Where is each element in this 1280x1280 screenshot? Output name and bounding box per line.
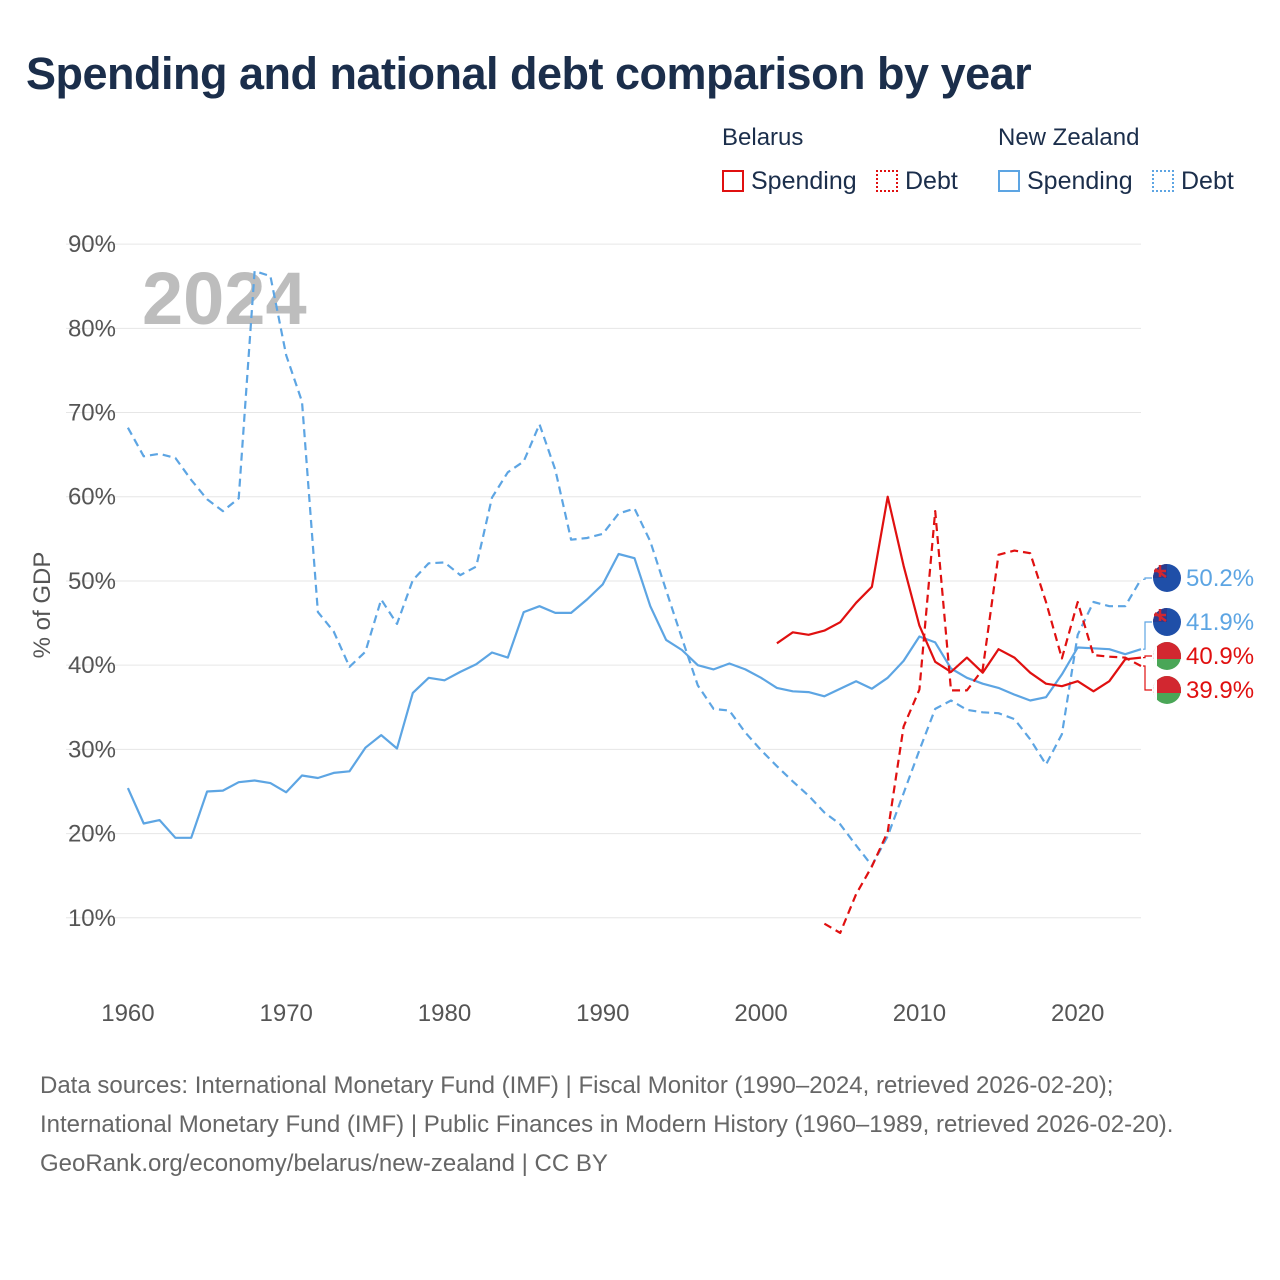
flag-red [1153, 642, 1181, 659]
end-value-label: 41.9% [1186, 609, 1254, 636]
end-value-label: 40.9% [1186, 643, 1254, 670]
legend-nz-debt[interactable]: Debt [1152, 164, 1234, 198]
y-tick-label: 90% [68, 231, 116, 258]
label-connector [1143, 665, 1152, 691]
belarus-flag-icon [1152, 676, 1181, 704]
end-value-label: 39.9% [1186, 677, 1254, 704]
legend-belarus-spending[interactable]: Spending [722, 164, 857, 198]
flag-ornament [1152, 680, 1157, 700]
flag-cross [1154, 609, 1167, 623]
legend-label: Debt [1181, 166, 1234, 195]
legend-label: Spending [1027, 166, 1133, 195]
x-tick-label: 1980 [418, 1000, 471, 1027]
x-tick-label: 2020 [1051, 1000, 1104, 1027]
flag-ornament [1152, 646, 1157, 666]
line-chart: 10% 20% 30% 40% 50% 60% 70% 80% 90% 1960 1970 1980 1… [29, 231, 1254, 1027]
legend-group-belarus: Belarus [722, 124, 804, 151]
series-line-new-zealand-debt [126, 270, 1142, 867]
y-tick-label: 40% [68, 652, 116, 679]
flag-cross [1154, 565, 1167, 579]
end-value-label: 50.2% [1186, 565, 1254, 592]
label-connector [1143, 621, 1152, 650]
source-link[interactable]: GeoRank.org/economy/belarus/new-zealand … [40, 1150, 608, 1177]
y-tick-label: 70% [68, 400, 116, 427]
y-tick-label: 10% [68, 905, 116, 932]
y-tick-label: 30% [68, 736, 116, 763]
y-tick-label: 80% [68, 315, 116, 342]
legend-swatch-dotted-blue [1152, 170, 1174, 192]
series-line-belarus-spending [776, 495, 1142, 693]
legend-nz-spending[interactable]: Spending [998, 164, 1133, 198]
flag-red [1153, 676, 1181, 693]
chart-title: Spending and national debt comparison by… [26, 48, 1032, 99]
label-connector [1143, 655, 1152, 659]
y-tick-label: 50% [68, 568, 116, 595]
legend-group-new-zealand: New Zealand [998, 124, 1140, 151]
legend-swatch-solid-blue [998, 170, 1020, 192]
data-sources: Data sources: International Monetary Fun… [40, 1072, 1174, 1138]
y-axis-label: % of GDP [29, 552, 56, 659]
belarus-flag-icon [1152, 642, 1181, 670]
new-zealand-flag-icon [1153, 564, 1181, 592]
y-tick-label: 20% [68, 821, 116, 848]
legend-swatch-dotted-red [876, 170, 898, 192]
legend-label: Debt [905, 166, 958, 195]
x-tick-label: 2010 [893, 1000, 946, 1027]
label-connector [1143, 577, 1152, 580]
legend-swatch-solid-red [722, 170, 744, 192]
series-line-new-zealand-spending [126, 552, 1142, 839]
legend-belarus-debt[interactable]: Debt [876, 164, 958, 198]
y-tick-label: 60% [68, 484, 116, 511]
year-watermark: 2024 [142, 257, 307, 340]
series-line-belarus-debt [823, 510, 1142, 935]
legend-label: Spending [751, 166, 857, 195]
footer: Data sources: International Monetary Fun… [40, 1066, 1240, 1183]
x-tick-label: 1960 [101, 1000, 154, 1027]
x-tick-label: 1970 [260, 1000, 313, 1027]
new-zealand-flag-icon [1153, 608, 1181, 636]
x-tick-label: 1990 [576, 1000, 629, 1027]
x-tick-label: 2000 [734, 1000, 787, 1027]
